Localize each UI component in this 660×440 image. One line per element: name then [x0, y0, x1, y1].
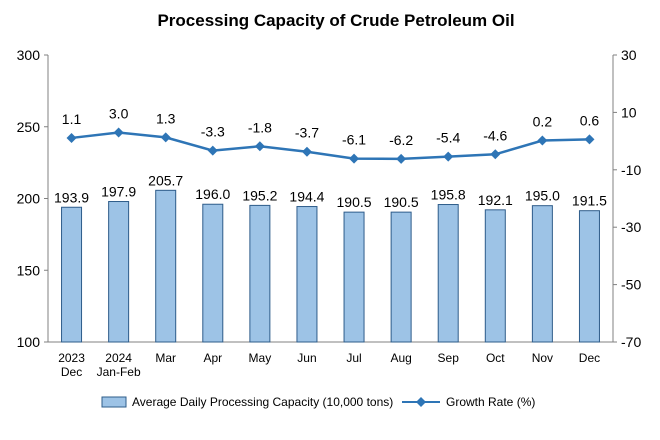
bar-series [61, 189, 600, 343]
x-tick-label: Apr [203, 351, 222, 365]
legend-line-marker [416, 397, 426, 407]
x-tick-label: Sep [438, 351, 460, 365]
x-tick-label: Dec [579, 351, 600, 365]
growth-rate-point [207, 145, 218, 156]
growth-rate-line [71, 131, 590, 161]
bar-value-label: 191.5 [572, 193, 607, 209]
bar-value-label: 193.9 [54, 189, 89, 205]
growth-rate-point [160, 132, 171, 143]
x-tick-label: Jul [346, 351, 361, 365]
x-tick-label: Nov [532, 351, 553, 365]
bar [296, 206, 318, 343]
growth-rate-label: -1.8 [248, 119, 272, 135]
bar [61, 206, 83, 343]
bar [390, 211, 412, 343]
growth-rate-point [66, 132, 77, 143]
bar-value-label: 194.4 [289, 189, 324, 205]
bar [578, 210, 600, 343]
y-left-tick-label: 300 [17, 47, 41, 63]
y-right-tick-label: 10 [621, 104, 637, 120]
x-tick-label: 2023 [58, 351, 85, 365]
bar [343, 211, 365, 343]
bar-data-labels: 193.9 197.9 205.7 196.0 195.2 194.4 190.5 190.5… [54, 172, 607, 210]
y-right-tick-label: -30 [621, 219, 641, 235]
growth-rate-label: -6.1 [342, 132, 366, 148]
growth-rate-point [301, 146, 312, 157]
growth-rate-label: -6.2 [389, 132, 413, 148]
bar [531, 205, 553, 343]
growth-rate-point [349, 153, 360, 164]
x-tick-label: Mar [155, 351, 176, 365]
growth-rate-label: 1.3 [156, 110, 176, 126]
growth-rate-point [443, 151, 454, 162]
bar-value-label: 192.1 [478, 192, 513, 208]
bar [108, 201, 130, 343]
y-left-tick-label: 200 [17, 191, 41, 207]
x-tick-label: Dec [61, 365, 82, 379]
growth-rate-point [490, 149, 501, 160]
x-tick-label: May [249, 351, 272, 365]
x-tick-label: Aug [390, 351, 411, 365]
legend-bar-label: Average Daily Processing Capacity (10,00… [132, 395, 393, 409]
bar-value-label: 195.2 [242, 187, 277, 203]
growth-rate-label: -3.3 [201, 124, 225, 140]
x-tick-label: 2024 [105, 351, 132, 365]
y-left-tick-label: 150 [17, 262, 41, 278]
bar-value-label: 190.5 [337, 194, 372, 210]
growth-rate-label: 0.6 [580, 112, 600, 128]
y-left-tick-label: 250 [17, 119, 41, 135]
bar [437, 204, 459, 343]
bar-value-label: 205.7 [148, 172, 183, 188]
legend-bar-swatch [101, 396, 127, 408]
line-series [66, 127, 595, 164]
axes: 100 150 200 250 300 -70 -50 -30 -10 10 30 [17, 47, 642, 350]
bar [202, 203, 224, 343]
chart-title: Processing Capacity of Crude Petroleum O… [157, 11, 514, 30]
legend-line-label: Growth Rate (%) [446, 395, 535, 409]
bar [155, 189, 177, 343]
growth-rate-point [537, 135, 548, 146]
y-right-tick-label: -70 [621, 334, 641, 350]
bar-value-label: 195.0 [525, 188, 560, 204]
bar-value-label: 197.9 [101, 184, 136, 200]
growth-rate-label: -4.6 [483, 127, 507, 143]
y-right-tick-label: -10 [621, 162, 641, 178]
y-right-tick-label: 30 [621, 47, 637, 63]
x-tick-label: Oct [486, 351, 505, 365]
bar [484, 209, 506, 343]
growth-rate-point [113, 127, 124, 138]
y-left-tick-label: 100 [17, 334, 41, 350]
growth-rate-label: -5.4 [436, 130, 460, 146]
line-data-labels: 1.1 3.0 1.3 -3.3 -1.8 -3.7 -6.1 -6.2 -5.4 -4.6 0.2… [62, 105, 600, 147]
legend: Average Daily Processing Capacity (10,00… [101, 395, 535, 409]
y-right-tick-label: -50 [621, 277, 641, 293]
growth-rate-point [396, 153, 407, 164]
bar-value-label: 195.8 [431, 187, 466, 203]
bar-value-label: 196.0 [195, 186, 230, 202]
x-tick-label: Jan-Feb [97, 365, 141, 379]
growth-rate-label: -3.7 [295, 125, 319, 141]
growth-rate-label: 3.0 [109, 105, 129, 121]
bar-value-label: 190.5 [384, 194, 419, 210]
x-tick-label: Jun [297, 351, 316, 365]
growth-rate-label: 0.2 [533, 114, 553, 130]
growth-rate-point [254, 141, 265, 152]
bar [249, 204, 271, 343]
growth-rate-point [584, 134, 595, 145]
growth-rate-label: 1.1 [62, 111, 82, 127]
